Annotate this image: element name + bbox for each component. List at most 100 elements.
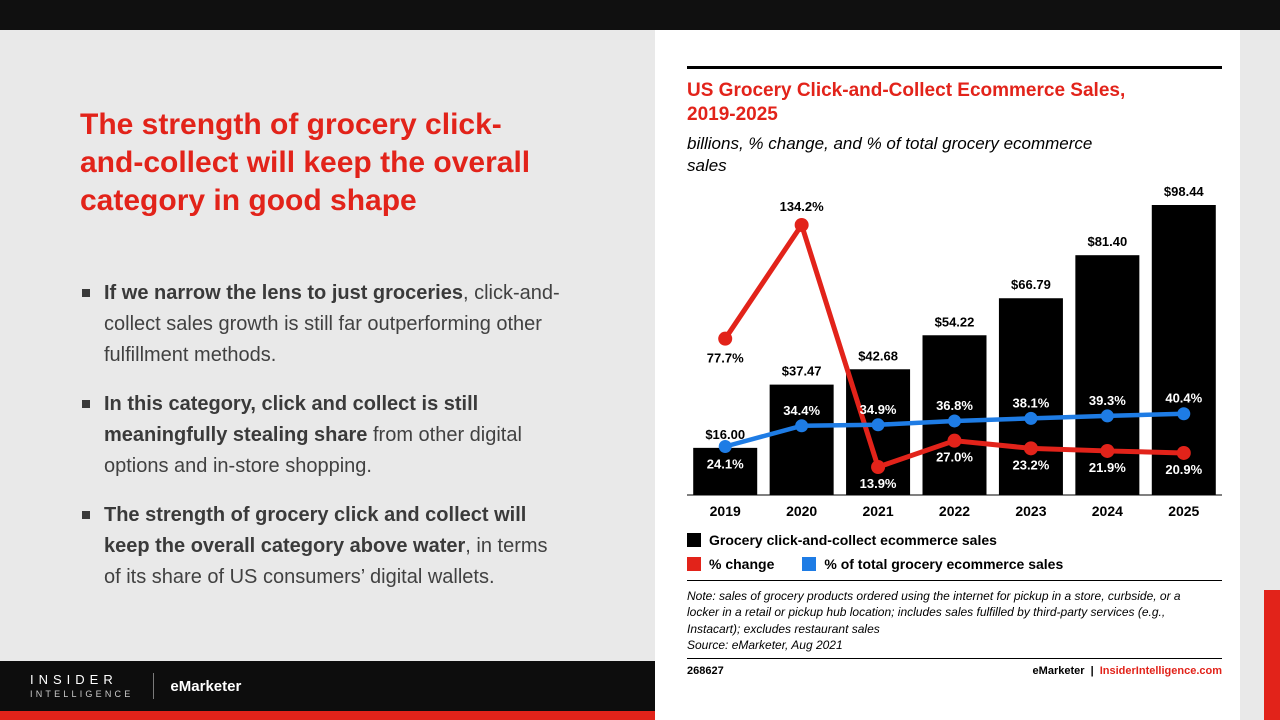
chart-canvas: $16.00 $37.47 $42.68 $54.22 $66.79 $81.40 $98.… <box>687 185 1222 519</box>
bar-2023 <box>998 297 1063 495</box>
pct-change-label: 134.2% <box>780 199 825 214</box>
bar-value-label: $16.00 <box>705 427 745 442</box>
chart-subtitle: billions, % change, and % of total groce… <box>687 133 1222 177</box>
bullet-icon <box>82 400 90 408</box>
pct-total-label: 24.1% <box>707 456 744 471</box>
left-panel: The strength of grocery click- and-colle… <box>0 30 655 720</box>
chart-footer-brand: eMarketer <box>1032 665 1085 678</box>
bullet-text: If we narrow the lens to just groceries,… <box>104 278 569 371</box>
x-axis-tick-label: 2023 <box>1015 503 1046 519</box>
pct-change-label: 77.7% <box>707 350 744 365</box>
pct-total-point-2023 <box>1024 411 1038 425</box>
chart-top-rule <box>687 66 1222 69</box>
bullet-item: In this category, click and collect is s… <box>82 389 577 482</box>
pct-total-label: 38.1% <box>1012 395 1049 410</box>
legend-item-bars: Grocery click-and-collect ecommerce sale… <box>687 532 997 548</box>
chart-footer-brands: eMarketer | InsiderIntelligence.com <box>1030 665 1222 677</box>
legend-row: Grocery click-and-collect ecommerce sale… <box>687 532 1222 548</box>
page-title-line: category in good shape <box>80 184 417 218</box>
bar-value-label: $98.44 <box>1164 185 1205 199</box>
pct-total-point-2022 <box>948 414 961 428</box>
pct-change-label: 23.2% <box>1012 457 1049 472</box>
chart-footer-separator: | <box>1090 665 1094 678</box>
bullet-icon <box>82 511 90 519</box>
pct-total-label: 39.3% <box>1089 393 1126 408</box>
red-accent-strip-right <box>1264 590 1280 720</box>
pct-change-point-2021 <box>871 459 886 474</box>
footer-divider <box>687 658 1222 660</box>
chart-inner: US Grocery Click-and-Collect Ecommerce S… <box>655 30 1240 677</box>
pct-change-point-2024 <box>1100 443 1115 458</box>
page-title-line: The strength of grocery click- <box>80 108 502 141</box>
bar-2020 <box>769 384 834 495</box>
brand-divider <box>153 673 155 699</box>
legend-swatch-red-icon <box>687 556 701 571</box>
red-accent-strip-bottom <box>0 711 655 720</box>
pct-change-label: 20.9% <box>1165 462 1202 477</box>
pct-total-label: 34.9% <box>860 401 897 416</box>
chart-title-line: US Grocery Click-and-Collect Ecommerce S… <box>687 80 1126 101</box>
x-axis-tick-label: 2019 <box>710 503 741 519</box>
chart-id: 268627 <box>687 665 724 678</box>
bullet-bold-text: If we narrow the lens to just groceries <box>104 282 463 304</box>
brand-insider-text: INSIDER <box>30 672 118 687</box>
chart-footer-site: InsiderIntelligence.com <box>1099 665 1222 678</box>
legend-item-pct-change: % change <box>687 556 774 572</box>
legend-label: % of total grocery ecommerce sales <box>824 555 1064 572</box>
bar-value-label: $42.68 <box>858 348 898 363</box>
chart-title: US Grocery Click-and-Collect Ecommerce S… <box>687 79 1222 127</box>
x-axis-tick-label: 2024 <box>1092 503 1123 519</box>
legend-item-pct-total: % of total grocery ecommerce sales <box>802 556 1063 572</box>
chart-legend: Grocery click-and-collect ecommerce sale… <box>687 532 1222 572</box>
pct-change-label: 13.9% <box>860 476 897 491</box>
chart-note: Note: sales of grocery products ordered … <box>687 588 1181 636</box>
top-bar <box>0 0 1280 30</box>
pct-change-point-2022 <box>947 433 962 448</box>
bullet-bold-text: The strength of grocery click and collec… <box>104 504 527 557</box>
insider-intelligence-logo: INSIDER INTELLIGENCE <box>30 673 133 699</box>
bar-2019 <box>693 447 758 495</box>
bullet-item: If we narrow the lens to just groceries,… <box>82 278 577 371</box>
pct-change-point-2019 <box>718 331 733 346</box>
legend-swatch-black-icon <box>687 532 701 547</box>
bullet-bold-text: In this category, click and collect is s… <box>104 393 479 446</box>
bullet-rest-text: from other digital options and in-store … <box>104 424 522 477</box>
bullet-text: The strength of grocery click and collec… <box>104 500 569 593</box>
page-title-line: and-collect will keep the overall <box>80 146 531 180</box>
pct-total-point-2020 <box>795 418 809 432</box>
pct-change-point-2020 <box>794 217 809 232</box>
chart-subtitle-line: billions, % change, and % of total groce… <box>687 133 1093 153</box>
bullet-item: The strength of grocery click and collec… <box>82 500 577 593</box>
legend-row: % change % of total grocery ecommerce sa… <box>687 556 1222 572</box>
bar-value-label: $54.22 <box>935 314 975 329</box>
pct-total-point-2025 <box>1177 406 1191 420</box>
bullet-rest-text: , in terms of its share of US consumers’… <box>104 535 548 588</box>
pct-change-point-2023 <box>1023 441 1038 456</box>
page-title: The strength of grocery click- and-colle… <box>80 106 590 220</box>
pct-total-point-2024 <box>1100 409 1114 423</box>
chart-subtitle-line: sales <box>687 155 727 175</box>
bullet-icon <box>82 289 90 297</box>
x-axis-tick-label: 2020 <box>786 503 817 519</box>
pct-change-label: 27.0% <box>936 449 973 464</box>
bar-value-label: $81.40 <box>1087 234 1127 249</box>
pct-total-label: 36.8% <box>936 398 973 413</box>
note-divider <box>687 579 1222 581</box>
brand-intelligence-text: INTELLIGENCE <box>30 689 134 699</box>
pct-total-point-2019 <box>718 439 732 453</box>
brand-footer: INSIDER INTELLIGENCE eMarketer <box>0 661 655 711</box>
pct-total-point-2021 <box>871 417 885 431</box>
legend-label: % change <box>709 555 775 572</box>
x-axis-tick-label: 2021 <box>862 503 893 519</box>
pct-change-point-2025 <box>1176 445 1191 460</box>
chart-panel: US Grocery Click-and-Collect Ecommerce S… <box>655 30 1240 720</box>
pct-total-label: 34.4% <box>783 402 820 417</box>
bullet-text: In this category, click and collect is s… <box>104 389 569 482</box>
bar-value-label: $37.47 <box>782 363 822 378</box>
legend-swatch-blue-icon <box>802 556 817 571</box>
chart-footer: 268627 eMarketer | InsiderIntelligence.c… <box>687 665 1222 677</box>
pct-total-label: 40.4% <box>1165 390 1202 405</box>
x-axis-tick-label: 2022 <box>939 503 970 519</box>
bar-2021 <box>846 368 911 495</box>
